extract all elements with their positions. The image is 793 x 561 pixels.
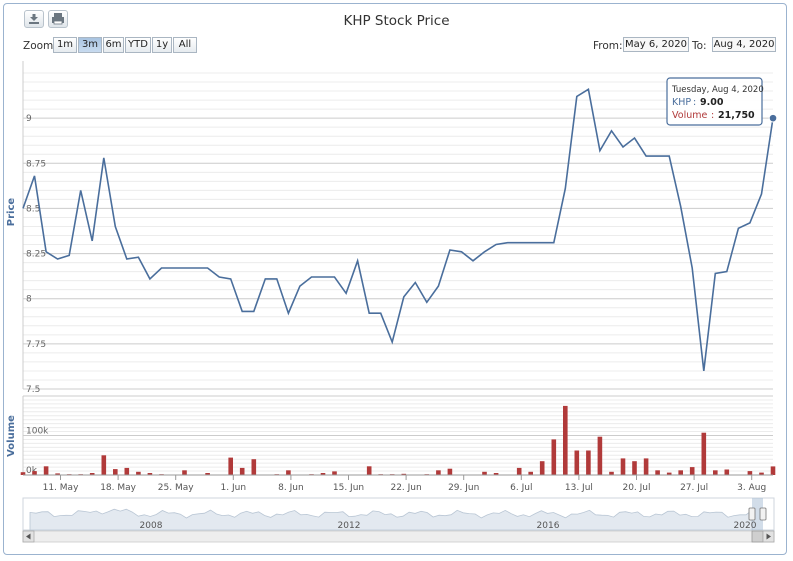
zoom-label: Zoom <box>23 40 54 52</box>
zoom-button-ytd[interactable]: YTD <box>125 37 151 53</box>
zoom-button-6m[interactable]: 6m <box>103 37 124 53</box>
to-label: To: <box>692 40 707 52</box>
zoom-button-3m[interactable]: 3m <box>78 37 102 53</box>
chart-title: KHP Stock Price <box>343 13 450 29</box>
to-date-input[interactable]: Aug 4, 2020 <box>712 37 776 52</box>
zoom-button-1m[interactable]: 1m <box>53 37 77 53</box>
from-label: From: <box>593 40 623 52</box>
from-date-input[interactable]: May 6, 2020 <box>623 37 689 52</box>
download-button[interactable] <box>24 10 44 28</box>
zoom-button-all[interactable]: All <box>173 37 197 53</box>
print-button[interactable] <box>48 10 68 28</box>
chart-container <box>3 3 787 555</box>
print-icon <box>52 13 64 25</box>
zoom-button-1y[interactable]: 1y <box>152 37 172 53</box>
download-icon <box>29 14 39 24</box>
